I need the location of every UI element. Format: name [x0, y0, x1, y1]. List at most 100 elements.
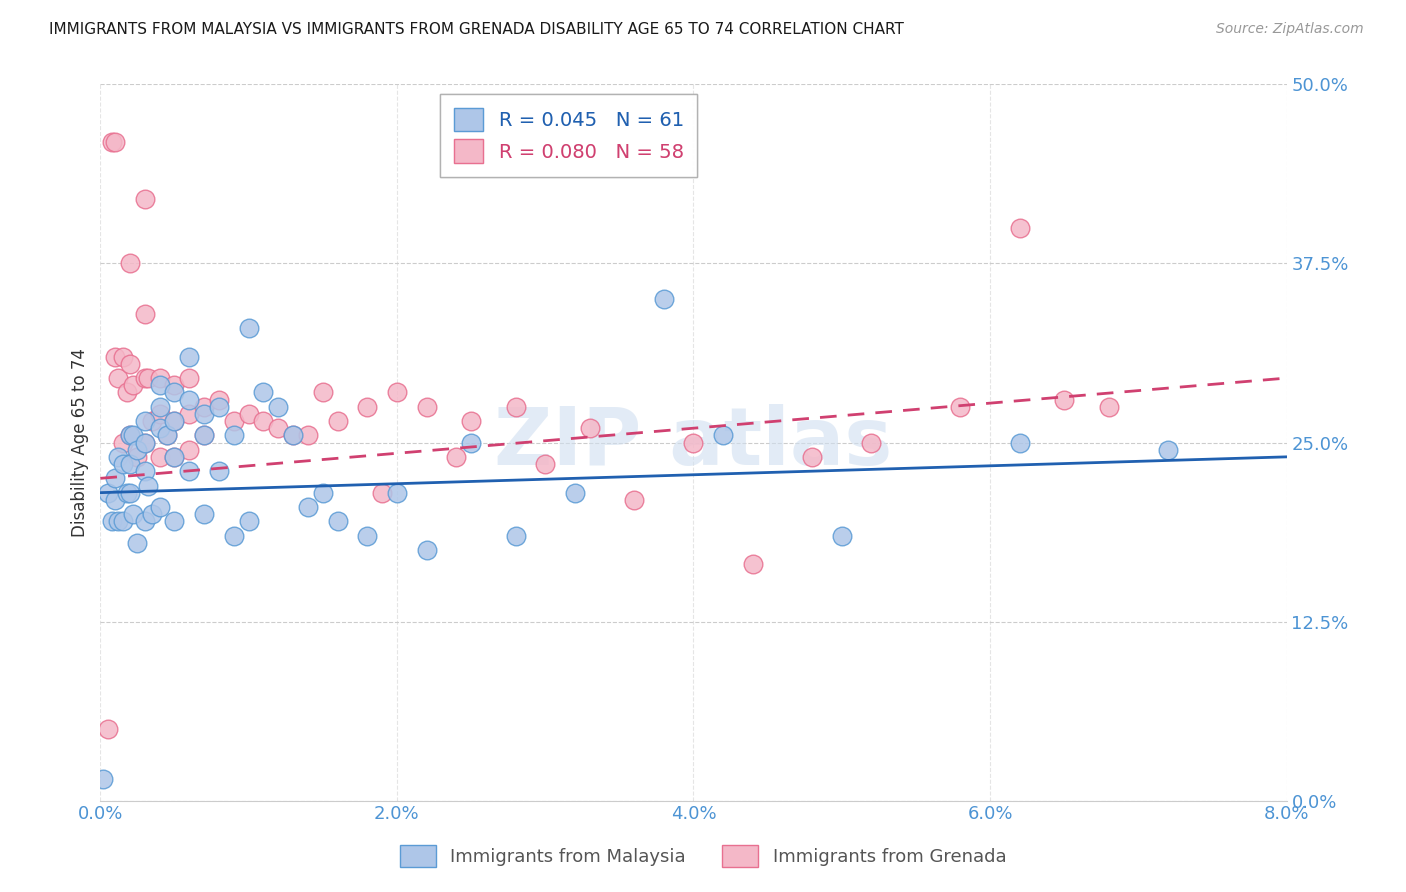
Point [163, 414, 186, 428]
Point [136, 478, 159, 492]
Point [652, 293, 675, 307]
Point [1008, 220, 1031, 235]
Point [179, 371, 201, 385]
Point [118, 457, 141, 471]
Point [115, 385, 138, 400]
Point [371, 485, 394, 500]
Point [127, 536, 149, 550]
Point [1098, 400, 1121, 414]
Point [267, 400, 290, 414]
Point [127, 450, 149, 464]
Point [111, 350, 134, 364]
Point [104, 492, 127, 507]
Point [741, 558, 763, 572]
Point [134, 514, 156, 528]
Text: ZIP atlas: ZIP atlas [495, 403, 893, 482]
Y-axis label: Disability Age 65 to 74: Disability Age 65 to 74 [72, 348, 89, 537]
Point [118, 428, 141, 442]
Point [208, 400, 231, 414]
Point [193, 428, 215, 442]
Point [193, 428, 215, 442]
Point [163, 414, 186, 428]
Point [141, 507, 163, 521]
Point [297, 500, 319, 514]
Point [222, 528, 245, 542]
Point [356, 400, 378, 414]
Point [149, 500, 172, 514]
Point [111, 435, 134, 450]
Point [949, 400, 972, 414]
Point [385, 485, 408, 500]
Point [149, 450, 172, 464]
Text: Source: ZipAtlas.com: Source: ZipAtlas.com [1216, 22, 1364, 37]
Point [97, 485, 120, 500]
Point [297, 428, 319, 442]
Legend: Immigrants from Malaysia, Immigrants from Grenada: Immigrants from Malaysia, Immigrants fro… [392, 838, 1014, 874]
Point [385, 385, 408, 400]
Point [238, 514, 260, 528]
Point [208, 392, 231, 407]
Point [149, 400, 172, 414]
Point [101, 514, 124, 528]
Point [682, 435, 704, 450]
Text: IMMIGRANTS FROM MALAYSIA VS IMMIGRANTS FROM GRENADA DISABILITY AGE 65 TO 74 CORR: IMMIGRANTS FROM MALAYSIA VS IMMIGRANTS F… [49, 22, 904, 37]
Point [141, 414, 163, 428]
Point [163, 378, 186, 392]
Point [179, 407, 201, 421]
Point [222, 414, 245, 428]
Point [118, 428, 141, 442]
Point [122, 428, 145, 442]
Point [149, 378, 172, 392]
Point [134, 435, 156, 450]
Point [101, 135, 124, 149]
Point [505, 400, 527, 414]
Point [208, 464, 231, 478]
Point [97, 722, 120, 736]
Point [134, 435, 156, 450]
Point [238, 321, 260, 335]
Point [122, 507, 145, 521]
Point [149, 421, 172, 435]
Point [134, 414, 156, 428]
Point [134, 192, 156, 206]
Point [252, 385, 274, 400]
Point [831, 528, 853, 542]
Point [179, 464, 201, 478]
Point [534, 457, 557, 471]
Point [163, 450, 186, 464]
Point [163, 450, 186, 464]
Point [312, 385, 335, 400]
Point [111, 457, 134, 471]
Legend: R = 0.045   N = 61, R = 0.080   N = 58: R = 0.045 N = 61, R = 0.080 N = 58 [440, 95, 697, 177]
Point [115, 485, 138, 500]
Point [104, 471, 127, 485]
Point [156, 428, 179, 442]
Point [1053, 392, 1076, 407]
Point [134, 464, 156, 478]
Point [193, 507, 215, 521]
Point [136, 371, 159, 385]
Point [564, 485, 586, 500]
Point [163, 385, 186, 400]
Point [460, 414, 482, 428]
Point [118, 485, 141, 500]
Point [252, 414, 274, 428]
Point [107, 450, 129, 464]
Point [193, 407, 215, 421]
Point [238, 407, 260, 421]
Point [149, 407, 172, 421]
Point [623, 492, 645, 507]
Point [91, 772, 114, 786]
Point [118, 256, 141, 270]
Point [415, 400, 437, 414]
Point [107, 371, 129, 385]
Point [860, 435, 883, 450]
Point [281, 428, 304, 442]
Point [356, 528, 378, 542]
Point [460, 435, 482, 450]
Point [179, 350, 201, 364]
Point [156, 428, 179, 442]
Point [149, 371, 172, 385]
Point [193, 400, 215, 414]
Point [267, 421, 290, 435]
